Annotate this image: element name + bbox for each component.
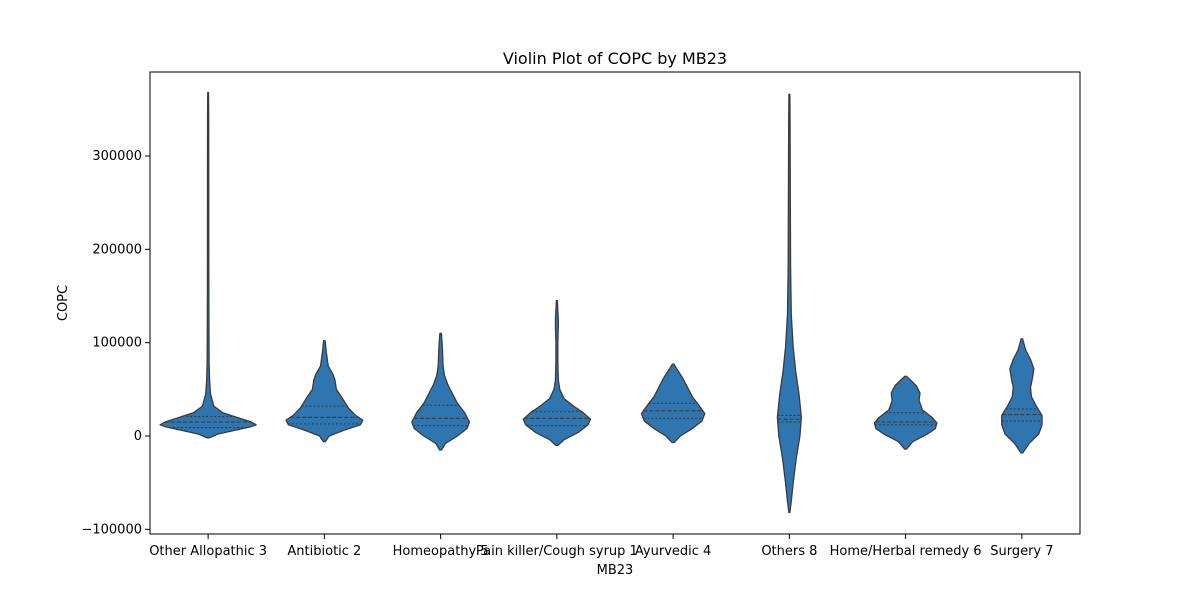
x-tick-label: Other Allopathic 3 [149,544,267,559]
x-tick-label: Ayurvedic 4 [635,544,711,559]
violin-body [1001,338,1043,454]
violin-body [411,332,471,451]
violin-body [159,91,257,439]
x-tick-label: Surgery 7 [990,544,1053,559]
x-tick-label: Antibiotic 2 [287,544,361,559]
chart-title: Violin Plot of COPC by MB23 [503,49,727,68]
x-tick-label: Homeopathy 5 [393,544,489,559]
plot-frame [149,71,1081,535]
x-tick-label: Others 8 [761,544,817,559]
axes-layer: −100000 0 100000 200000 300000 Other Allopath… [81,149,1053,559]
y-axis-label: COPC [56,285,71,321]
y-tick-label: 200000 [92,242,142,257]
y-tick-label: −100000 [81,522,142,537]
y-tick-label: 100000 [92,336,142,351]
y-tick-label: 300000 [92,149,142,164]
violin-body [522,300,592,446]
x-tick-label: Pain killer/Cough syrup 1 [476,544,638,559]
y-tick-label: 0 [134,429,142,444]
violins-layer [159,91,1043,514]
x-axis-label: MB23 [597,563,634,578]
x-tick-label: Home/Herbal remedy 6 [830,544,982,559]
violin-body [776,93,803,514]
